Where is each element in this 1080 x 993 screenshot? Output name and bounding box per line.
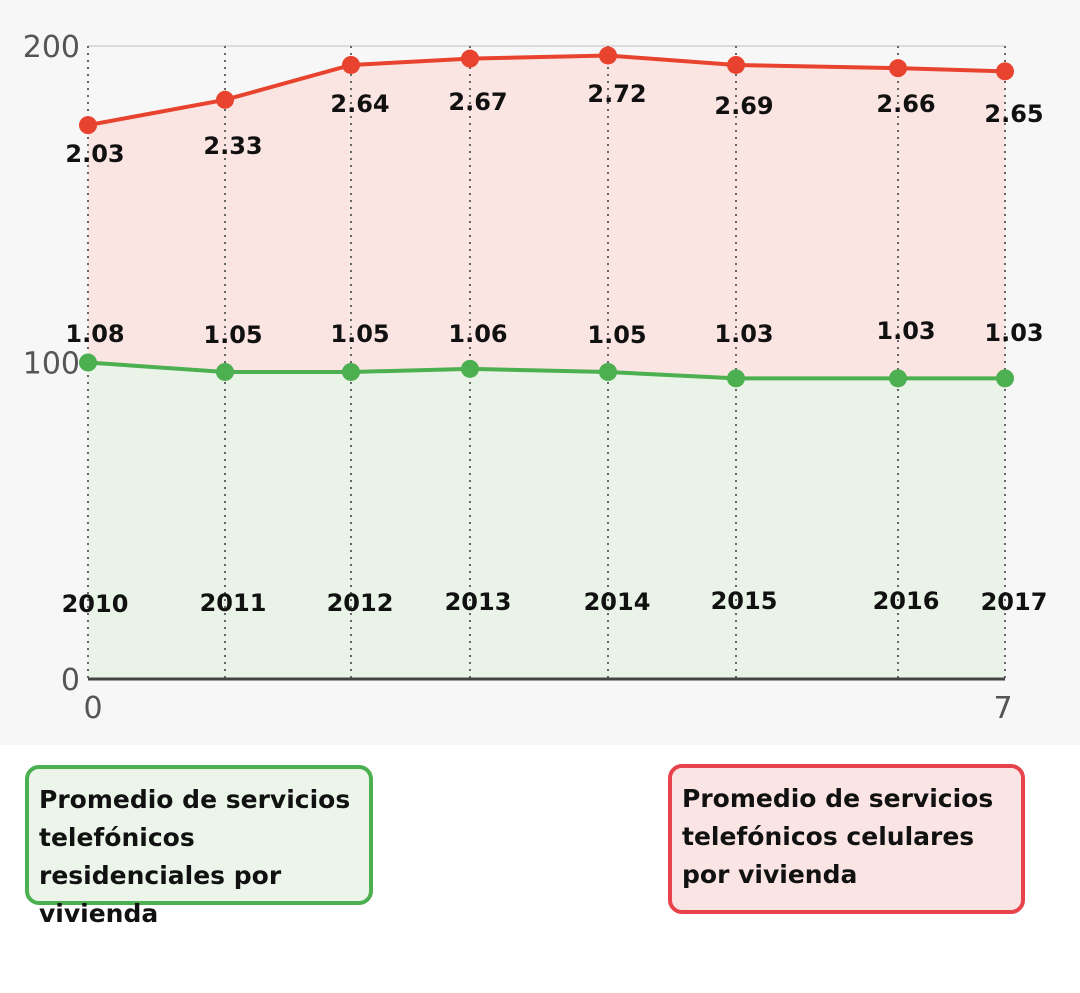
data-label-cellular: 2.66 xyxy=(876,90,935,118)
category-label: 2014 xyxy=(584,588,651,616)
y-tick-label: 0 xyxy=(61,663,80,698)
data-label-residential: 1.08 xyxy=(65,320,124,348)
area-residential xyxy=(88,362,1005,679)
point-cellular xyxy=(996,62,1014,81)
data-label-residential: 1.05 xyxy=(203,321,262,349)
data-label-residential: 1.05 xyxy=(587,321,646,349)
category-label: 2012 xyxy=(327,589,394,617)
data-label-cellular: 2.03 xyxy=(65,140,124,168)
point-cellular xyxy=(342,55,360,74)
category-label: 2015 xyxy=(711,587,778,615)
data-label-cellular: 2.33 xyxy=(203,132,262,160)
data-label-cellular: 2.67 xyxy=(448,88,507,116)
area-cellular xyxy=(88,55,1005,379)
category-label: 2016 xyxy=(873,587,940,615)
point-residential xyxy=(996,369,1014,388)
point-residential xyxy=(889,369,907,388)
legend-residential: Promedio de servicios telefónicos reside… xyxy=(25,765,373,928)
point-residential xyxy=(342,362,360,381)
data-label-cellular: 2.64 xyxy=(330,90,389,118)
data-label-residential: 1.06 xyxy=(448,320,507,348)
series-line-residential xyxy=(87,360,1005,381)
category-label: 2017 xyxy=(981,588,1048,616)
point-cellular xyxy=(79,116,97,135)
point-cellular xyxy=(889,59,907,78)
x-tick-label: 0 xyxy=(83,691,102,726)
category-label: 2010 xyxy=(62,590,129,618)
data-label-residential: 1.03 xyxy=(876,317,935,345)
data-label-residential: 1.03 xyxy=(984,319,1043,347)
data-label-cellular: 2.72 xyxy=(587,80,646,108)
data-label-cellular: 2.69 xyxy=(714,92,773,120)
point-cellular xyxy=(216,90,234,109)
point-residential xyxy=(79,353,97,372)
point-cellular xyxy=(727,55,745,74)
data-label-residential: 1.03 xyxy=(714,320,773,348)
legend-residential-label: Promedio de servicios telefónicos reside… xyxy=(39,785,351,928)
x-tick-label: 7 xyxy=(993,691,1012,726)
legend-cellular: Promedio de servicios telefónicos celula… xyxy=(668,764,1025,914)
point-cellular xyxy=(461,49,479,68)
area-chart: 0 100 200 0 7 2.03 2.33 2.64 2.67 2.72 2.69 2.66 2.6… xyxy=(23,30,1048,726)
legend-cellular-label: Promedio de servicios telefónicos celula… xyxy=(682,784,994,889)
point-residential xyxy=(599,362,617,381)
y-tick-label: 100 xyxy=(23,347,80,382)
category-label: 2011 xyxy=(200,589,267,617)
series-line-cellular xyxy=(87,53,1006,128)
data-label-residential: 1.05 xyxy=(330,320,389,348)
category-label: 2013 xyxy=(445,588,512,616)
point-residential xyxy=(461,359,479,378)
point-cellular xyxy=(599,46,617,65)
data-label-cellular: 2.65 xyxy=(984,100,1043,128)
y-tick-label: 200 xyxy=(23,30,80,65)
point-residential xyxy=(216,362,234,381)
point-residential xyxy=(727,369,745,388)
